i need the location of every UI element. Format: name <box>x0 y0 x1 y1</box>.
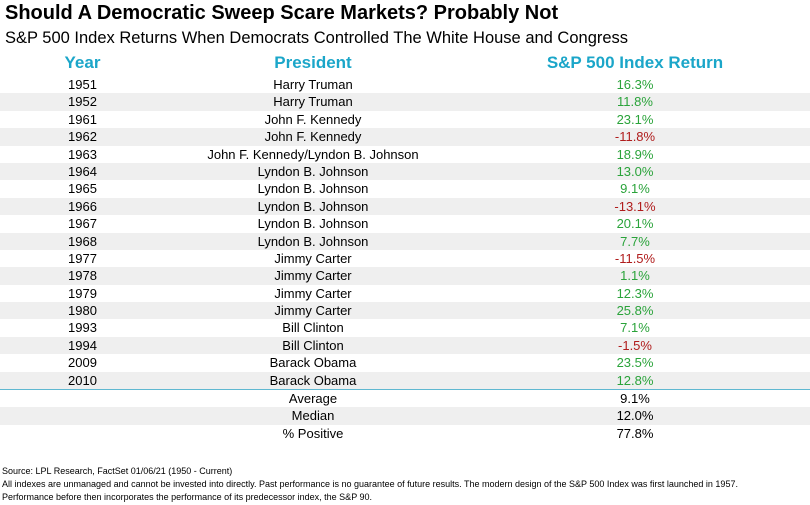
table-row: 1965 Lyndon B. Johnson 9.1% <box>0 180 810 197</box>
cell-return: 12.8% <box>616 372 654 388</box>
cell-return: 16.3% <box>616 77 654 92</box>
table-row: 2009 Barack Obama 23.5% <box>0 354 810 371</box>
cell-president: Harry Truman <box>273 94 353 110</box>
cell-year: 1977 <box>68 250 97 266</box>
cell-year: 1994 <box>68 337 97 353</box>
cell-return: 13.0% <box>616 163 654 179</box>
summary-row: % Positive 77.8% <box>0 425 810 442</box>
summary-value: 77.8% <box>616 425 654 441</box>
cell-year: 1965 <box>68 181 97 197</box>
table-header: Year President S&P 500 Index Return <box>0 52 810 76</box>
summary-label: Median <box>291 408 335 424</box>
cell-president: Bill Clinton <box>282 320 344 336</box>
cell-president: Harry Truman <box>273 77 353 92</box>
table-row: 2010 Barack Obama 12.8% <box>0 371 810 390</box>
cell-return: 23.1% <box>616 111 654 127</box>
footnotes: Source: LPL Research, FactSet 01/06/21 (… <box>2 465 808 504</box>
summary-row: Median 12.0% <box>0 407 810 425</box>
cell-return: -11.8% <box>614 129 656 145</box>
header-president: President <box>274 53 352 72</box>
cell-president: Jimmy Carter <box>274 268 352 284</box>
returns-table: Year President S&P 500 Index Return 1951… <box>0 52 810 442</box>
summary-divider <box>0 389 810 391</box>
table-row: 1979 Jimmy Carter 12.3% <box>0 285 810 302</box>
table-row: 1952 Harry Truman 11.8% <box>0 93 810 111</box>
cell-year: 2010 <box>68 372 97 388</box>
cell-return: 12.3% <box>616 285 654 301</box>
cell-president: Lyndon B. Johnson <box>257 181 369 197</box>
cell-president: John F. Kennedy <box>264 129 362 145</box>
table-row: 1994 Bill Clinton -1.5% <box>0 336 810 355</box>
cell-president: John F. Kennedy <box>264 111 362 127</box>
cell-return: 7.7% <box>620 233 650 249</box>
header-return: S&P 500 Index Return <box>546 53 724 72</box>
cell-year: 1952 <box>68 94 97 110</box>
cell-president: Barack Obama <box>269 355 357 371</box>
cell-year: 2009 <box>68 355 97 371</box>
cell-return: 20.1% <box>616 216 654 232</box>
table-row: 1980 Jimmy Carter 25.8% <box>0 302 810 320</box>
cell-year: 1964 <box>68 163 97 179</box>
cell-year: 1962 <box>68 129 97 145</box>
cell-president: Barack Obama <box>269 372 357 388</box>
cell-return: -13.1% <box>614 198 656 214</box>
cell-president: Jimmy Carter <box>274 250 352 266</box>
table-row: 1993 Bill Clinton 7.1% <box>0 319 810 336</box>
cell-year: 1968 <box>68 233 97 249</box>
cell-president: Bill Clinton <box>282 337 344 353</box>
cell-return: 25.8% <box>616 303 654 319</box>
cell-year: 1961 <box>68 111 97 127</box>
cell-year: 1967 <box>68 216 97 232</box>
cell-president: Jimmy Carter <box>274 303 352 319</box>
summary-value: 9.1% <box>620 391 650 407</box>
cell-president: John F. Kennedy/Lyndon B. Johnson <box>207 146 419 162</box>
cell-return: -11.5% <box>614 250 656 266</box>
cell-president: Lyndon B. Johnson <box>257 198 369 214</box>
table-row: 1951 Harry Truman 16.3% <box>0 76 810 93</box>
table-row: 1978 Jimmy Carter 1.1% <box>0 267 810 285</box>
cell-president: Jimmy Carter <box>274 285 352 301</box>
table-summary: Average 9.1% Median 12.0% % Positive 77.8% <box>0 390 810 442</box>
summary-value: 12.0% <box>616 408 654 424</box>
table-row: 1964 Lyndon B. Johnson 13.0% <box>0 162 810 181</box>
summary-label: Average <box>288 391 338 407</box>
table-body: 1951 Harry Truman 16.3% 1952 Harry Truman 11.… <box>0 76 810 390</box>
cell-president: Lyndon B. Johnson <box>257 216 369 232</box>
cell-return: 11.8% <box>617 94 653 110</box>
table-row: 1968 Lyndon B. Johnson 7.7% <box>0 232 810 250</box>
cell-president: Lyndon B. Johnson <box>257 233 369 249</box>
table-row: 1967 Lyndon B. Johnson 20.1% <box>0 215 810 232</box>
cell-year: 1993 <box>68 320 97 336</box>
summary-row: Average 9.1% <box>0 390 810 407</box>
cell-year: 1951 <box>68 77 97 92</box>
cell-return: 7.1% <box>620 320 650 336</box>
chart-subtitle: S&P 500 Index Returns When Democrats Con… <box>5 29 629 47</box>
table-row: 1961 John F. Kennedy 23.1% <box>0 111 810 128</box>
cell-return: 1.1% <box>620 268 650 284</box>
cell-president: Lyndon B. Johnson <box>257 163 369 179</box>
cell-year: 1963 <box>68 146 97 162</box>
summary-label: % Positive <box>282 425 344 441</box>
cell-year: 1966 <box>68 198 97 214</box>
cell-year: 1978 <box>68 268 97 284</box>
source-note: Source: LPL Research, FactSet 01/06/21 (… <box>2 466 233 476</box>
cell-year: 1980 <box>68 303 97 319</box>
header-year: Year <box>64 53 101 72</box>
table-row: 1966 Lyndon B. Johnson -13.1% <box>0 197 810 216</box>
cell-return: -1.5% <box>618 337 652 353</box>
disclaimer-line-2: Performance before then incorporates the… <box>2 492 373 502</box>
cell-return: 18.9% <box>616 146 654 162</box>
chart-title: Should A Democratic Sweep Scare Markets?… <box>5 2 559 24</box>
cell-return: 9.1% <box>620 181 650 197</box>
cell-year: 1979 <box>68 285 97 301</box>
disclaimer-line-1: All indexes are unmanaged and cannot be … <box>2 479 738 489</box>
table-row: 1963 John F. Kennedy/Lyndon B. Johnson 18.… <box>0 146 810 163</box>
cell-return: 23.5% <box>616 355 654 371</box>
table-row: 1962 John F. Kennedy -11.8% <box>0 128 810 146</box>
table-row: 1977 Jimmy Carter -11.5% <box>0 250 810 267</box>
